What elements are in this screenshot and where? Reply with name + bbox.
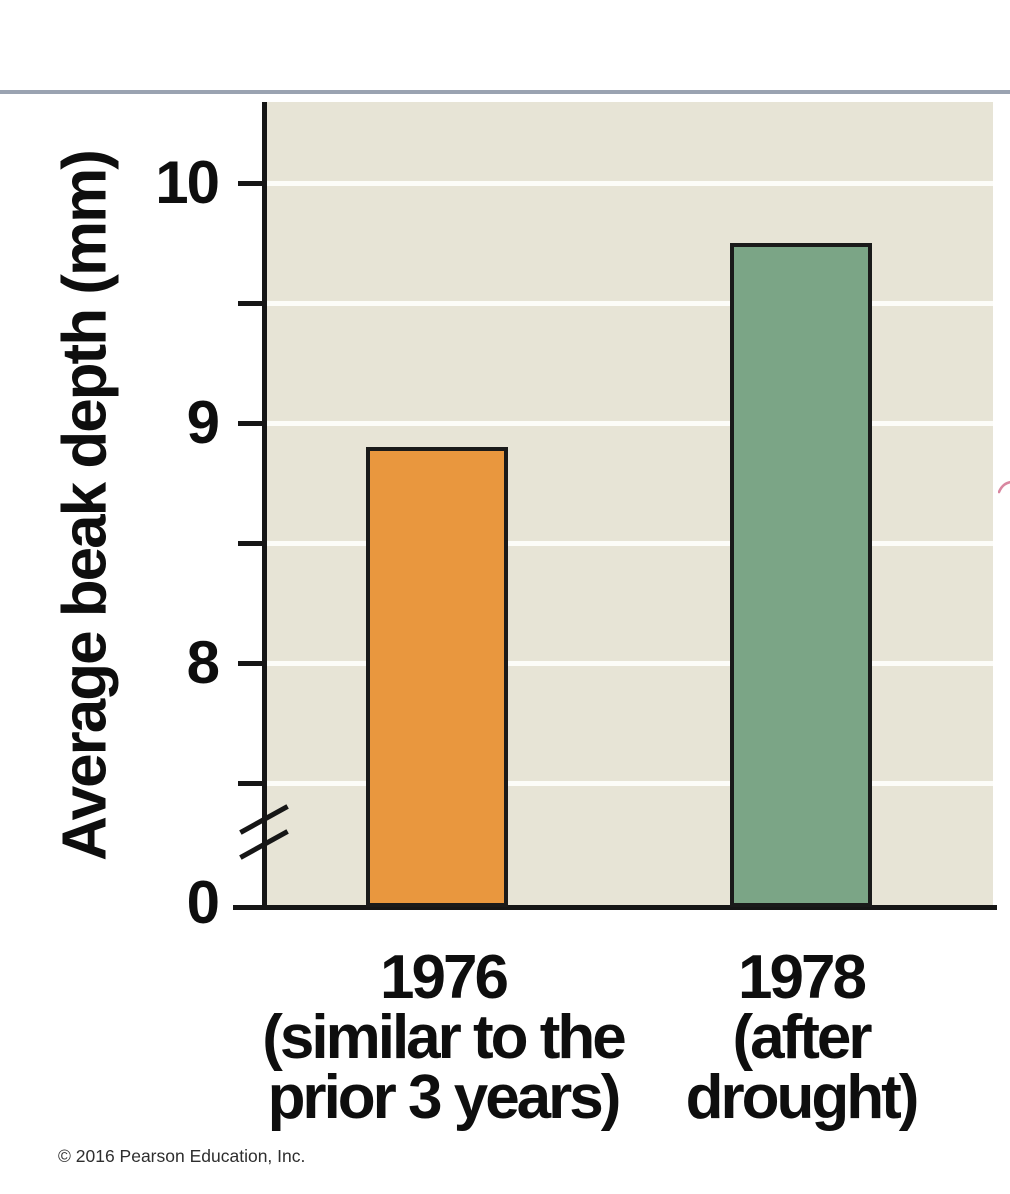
gridline-7p5: [267, 781, 993, 786]
x-label-1976-line2: (similar to the: [262, 1003, 627, 1072]
y-tick-label-0: 0: [186, 869, 220, 936]
gridline-8p5: [267, 541, 993, 546]
y-tick-label-8: 8: [186, 629, 220, 696]
y-axis-tick-10: [238, 181, 265, 186]
x-axis-line: [233, 905, 997, 910]
pink-squiggle-mark: [998, 480, 1010, 494]
gridline-9p5: [267, 301, 993, 306]
x-category-label-1978: 1978 (after drought): [591, 943, 1010, 1132]
y-axis-tick-9p5: [238, 301, 265, 306]
x-label-1976-line3: prior 3 years): [267, 1063, 622, 1132]
y-tick-label-10: 10: [155, 149, 220, 216]
y-axis-title: Average beak depth (mm): [50, 151, 120, 861]
y-axis-line: [262, 102, 267, 907]
bar-1978: [730, 243, 872, 907]
x-category-label-1976: 1976 (similar to the prior 3 years): [233, 943, 653, 1132]
x-label-1976-line1: 1976: [380, 943, 509, 1012]
x-label-1978-line1: 1978: [738, 943, 867, 1012]
gridline-10: [267, 181, 993, 186]
bar-1976: [366, 447, 508, 907]
y-axis-tick-9: [238, 421, 265, 426]
gridline-8: [267, 661, 993, 666]
gridline-9: [267, 421, 993, 426]
copyright-text: © 2016 Pearson Education, Inc.: [58, 1146, 306, 1166]
y-axis-tick-8p5: [238, 541, 265, 546]
y-axis-tick-8: [238, 661, 265, 666]
top-divider-line: [0, 90, 1010, 94]
y-axis-tick-7p5: [238, 781, 265, 786]
y-tick-label-9: 9: [186, 389, 220, 456]
x-label-1978-line2: (after: [732, 1003, 872, 1072]
x-label-1978-line3: drought): [685, 1063, 920, 1132]
